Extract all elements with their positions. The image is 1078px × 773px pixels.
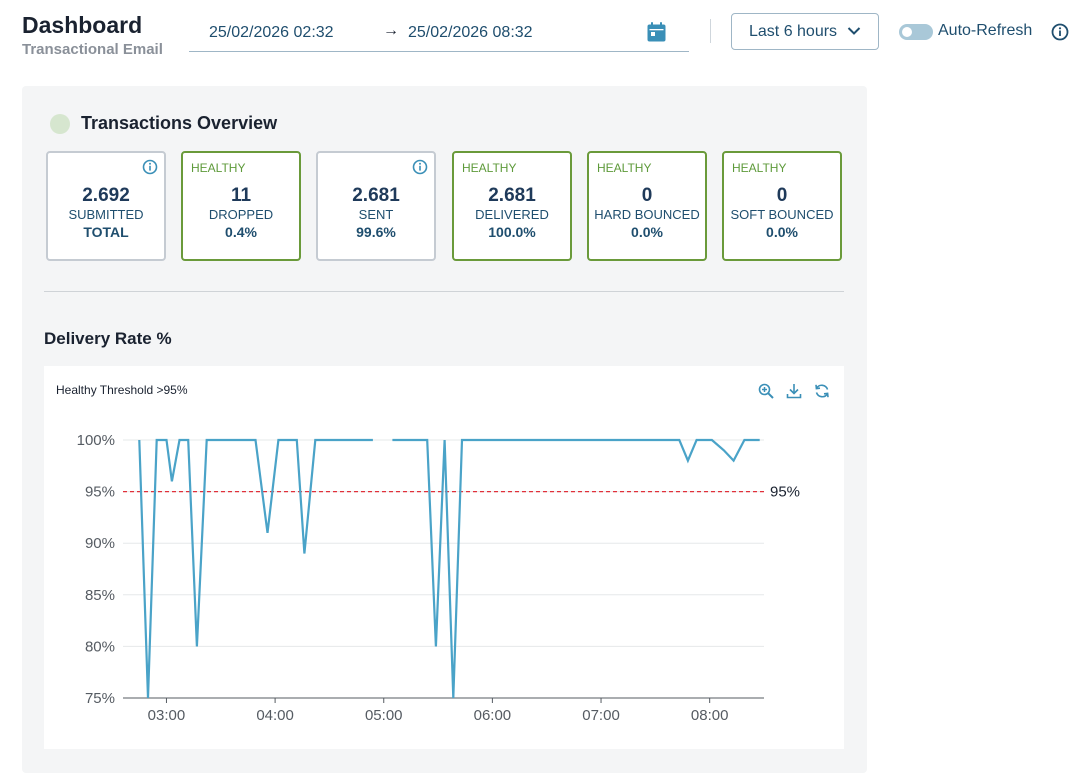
x-tick-label: 03:00 [148, 707, 186, 724]
arrow-right-icon: → [383, 22, 399, 39]
info-icon[interactable] [412, 159, 428, 175]
y-tick-label: 100% [77, 432, 115, 449]
card-label: HARD BOUNCED [594, 207, 700, 222]
chevron-down-icon [847, 27, 861, 35]
card-badge: HEALTHY [462, 161, 517, 175]
info-icon[interactable] [142, 159, 158, 175]
card-label: SUBMITTED [68, 207, 144, 222]
chart-subtitle: Healthy Threshold >95% [56, 383, 188, 397]
card-sub: 0.0% [631, 224, 663, 240]
card-badge: HEALTHY [732, 161, 787, 175]
y-tick-label: 75% [85, 690, 115, 707]
date-start-input[interactable]: 25/02/2026 02:32 [209, 24, 334, 41]
download-icon[interactable] [786, 383, 802, 399]
delivery-rate-title: Delivery Rate % [44, 329, 172, 348]
refresh-icon[interactable] [814, 383, 830, 399]
delivery-rate-chart: Healthy Threshold >95% 100% 95% 90% 85% 80% 7… [44, 366, 844, 749]
status-dot-icon [50, 114, 70, 134]
page-subtitle: Transactional Email [22, 41, 163, 58]
card-sub: 0.4% [225, 224, 257, 240]
card-label: SENT [358, 207, 394, 222]
card-sent[interactable]: 2.681 SENT 99.6% [316, 151, 436, 261]
card-value: 0 [776, 185, 788, 206]
card-value: 2.681 [488, 185, 536, 206]
card-delivered[interactable]: HEALTHY 2.681 DELIVERED 100.0% [452, 151, 572, 261]
card-sub: 99.6% [356, 224, 396, 240]
auto-refresh-toggle[interactable] [899, 24, 933, 40]
x-tick-label: 07:00 [582, 707, 620, 724]
x-tick-label: 08:00 [691, 707, 729, 724]
card-submitted[interactable]: 2.692 SUBMITTED TOTAL [46, 151, 166, 261]
x-tick-label: 05:00 [365, 707, 403, 724]
threshold-label: 95% [770, 484, 800, 501]
card-label: DELIVERED [475, 207, 549, 222]
y-tick-label: 85% [85, 587, 115, 604]
card-label: SOFT BOUNCED [730, 207, 834, 222]
series-line [138, 438, 373, 699]
auto-refresh-label: Auto-Refresh [938, 22, 1033, 39]
card-label: DROPPED [208, 207, 274, 222]
card-value: 2.692 [82, 185, 130, 206]
card-value: 2.681 [352, 185, 400, 206]
toggle-knob [902, 27, 912, 37]
zoom-in-icon[interactable] [758, 383, 774, 399]
card-value: 11 [230, 185, 252, 206]
top-bar: Dashboard Transactional Email 25/02/2026… [0, 0, 1078, 80]
page-title: Dashboard [22, 12, 143, 38]
date-end-input[interactable]: 25/02/2026 08:32 [408, 24, 533, 41]
date-range-picker[interactable]: 25/02/2026 02:32 → 25/02/2026 08:32 [189, 11, 689, 52]
card-soft-bounced[interactable]: HEALTHY 0 SOFT BOUNCED 0.0% [722, 151, 842, 261]
x-tick-label: 04:00 [256, 707, 294, 724]
card-sub: 100.0% [488, 224, 536, 240]
card-hard-bounced[interactable]: HEALTHY 0 HARD BOUNCED 0.0% [587, 151, 707, 261]
series-line [392, 438, 760, 699]
time-range-label: Last 6 hours [749, 23, 838, 40]
calendar-icon[interactable] [647, 22, 666, 42]
card-value: 0 [641, 185, 653, 206]
chart-canvas: 100% 95% 90% 85% 80% 75% 03:00 04:00 05:00 06:00 0… [77, 432, 800, 724]
card-sub: TOTAL [83, 224, 129, 240]
info-icon[interactable] [1051, 23, 1069, 41]
y-tick-label: 90% [85, 535, 115, 552]
card-badge: HEALTHY [597, 161, 652, 175]
section-divider [44, 291, 844, 292]
overview-title: Transactions Overview [81, 113, 278, 133]
card-dropped[interactable]: HEALTHY 11 DROPPED 0.4% [181, 151, 301, 261]
y-tick-label: 95% [85, 484, 115, 501]
card-sub: 0.0% [766, 224, 798, 240]
toolbar-divider [710, 19, 711, 43]
x-tick-label: 06:00 [474, 707, 512, 724]
time-range-dropdown[interactable]: Last 6 hours [731, 13, 879, 50]
card-badge: HEALTHY [191, 161, 246, 175]
y-tick-label: 80% [85, 638, 115, 655]
